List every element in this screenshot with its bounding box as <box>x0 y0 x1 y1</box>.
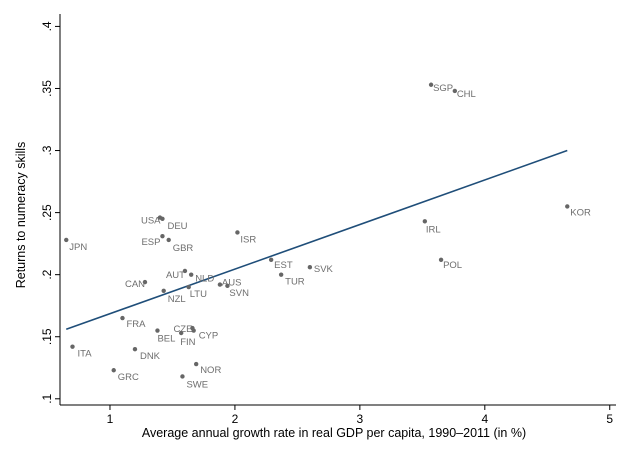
data-point <box>166 237 171 243</box>
data-point-label: FIN <box>180 337 195 348</box>
data-point <box>565 204 570 209</box>
data-point <box>120 315 125 321</box>
data-point <box>225 283 230 289</box>
data-point-label: IRL <box>426 224 441 235</box>
data-point-label: GBR <box>173 243 194 254</box>
y-tick-label: .2 <box>40 269 54 279</box>
data-point <box>193 361 199 367</box>
data-point <box>161 288 166 294</box>
y-tick-label: .1 <box>40 393 54 403</box>
data-point <box>70 344 75 349</box>
points-group: JPN ITA GRC FRA DNK CAN BEL USA DEU ESP GBR NZL AUT N… <box>64 82 591 390</box>
data-point-label: DNK <box>140 351 161 362</box>
data-point <box>178 330 184 336</box>
data-point-label: CHL <box>457 89 476 100</box>
data-point <box>186 284 191 290</box>
data-point-label: NOR <box>200 365 221 376</box>
data-point-label: SVN <box>229 288 249 299</box>
y-tick-label: .3 <box>40 145 54 155</box>
fit-line-group <box>65 149 568 331</box>
y-tick-label: .25 <box>40 204 54 221</box>
x-axis-title: Average annual growth rate in real GDP p… <box>142 426 526 440</box>
data-point <box>422 219 428 224</box>
data-point-label: POL <box>443 260 462 271</box>
data-point-label: NLD <box>195 274 214 285</box>
data-point <box>155 328 160 333</box>
x-tick-label: 3 <box>357 412 364 426</box>
data-point-label: CYP <box>199 331 219 342</box>
data-point-label: USA <box>141 216 161 227</box>
data-point <box>182 268 188 274</box>
data-point-label: FRA <box>126 319 146 330</box>
data-point <box>307 265 313 270</box>
data-point-label: NZL <box>168 294 186 305</box>
data-point <box>160 233 165 239</box>
x-tick-label: 1 <box>107 412 114 426</box>
data-point <box>217 282 223 287</box>
data-point <box>235 230 240 235</box>
data-point <box>160 216 165 222</box>
data-point-label: GRC <box>118 372 139 383</box>
data-point <box>142 279 148 285</box>
data-point-label: BEL <box>157 334 175 345</box>
y-tick-label: .35 <box>40 80 54 97</box>
data-point <box>132 346 138 352</box>
data-point-label: DEU <box>167 221 187 232</box>
data-point-label: CZE <box>173 324 192 335</box>
data-point <box>188 272 194 277</box>
data-point-label: AUS <box>222 278 242 289</box>
x-tick-label: 2 <box>232 412 239 426</box>
data-point <box>64 237 69 243</box>
data-point-label: ITA <box>77 349 92 360</box>
x-tick-label: 4 <box>481 412 488 426</box>
data-point-label: SVK <box>314 264 334 275</box>
data-point <box>111 368 116 373</box>
y-axis-title: Returns to numeracy skills <box>14 142 28 289</box>
data-point <box>191 328 196 333</box>
data-point-label: SWE <box>186 379 208 390</box>
data-point-label: ESP <box>141 237 160 248</box>
data-point <box>278 272 284 277</box>
data-point-label: AUT <box>166 270 185 281</box>
data-point-label: EST <box>274 260 293 271</box>
data-point-label: SGP <box>433 83 453 94</box>
data-point-label: KOR <box>570 207 591 218</box>
data-point-label: TUR <box>285 277 305 288</box>
data-point <box>180 374 185 379</box>
data-point <box>268 257 274 262</box>
data-point-label: ISR <box>240 234 256 245</box>
y-tick-label: .4 <box>40 21 54 31</box>
data-point <box>452 88 458 94</box>
data-point <box>438 257 444 262</box>
x-tick-label: 5 <box>606 412 613 426</box>
y-tick-label: .15 <box>40 328 54 345</box>
data-point-label: LTU <box>190 289 207 300</box>
axes: 1 2 3 4 5 .1 .15 .2 .25 .3 .35 .4 <box>40 14 616 426</box>
data-point-label: JPN <box>69 242 87 253</box>
fit-line <box>65 149 568 331</box>
data-point-label: CAN <box>125 279 145 290</box>
data-point <box>428 82 434 87</box>
